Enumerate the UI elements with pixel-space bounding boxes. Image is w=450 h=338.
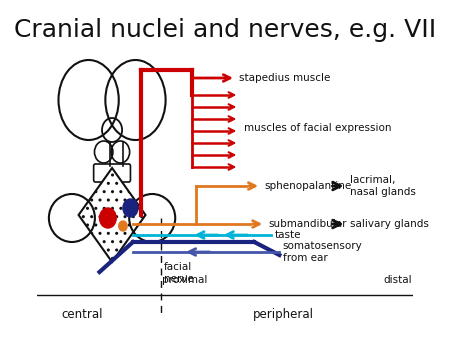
Text: salivary glands: salivary glands [350, 219, 428, 229]
Circle shape [119, 221, 127, 231]
Text: somatosensory
from ear: somatosensory from ear [283, 241, 363, 263]
Text: lacrimal,
nasal glands: lacrimal, nasal glands [350, 175, 415, 197]
Text: distal: distal [383, 275, 412, 285]
Circle shape [99, 208, 116, 228]
Polygon shape [79, 168, 145, 262]
Text: stapedius muscle: stapedius muscle [239, 73, 331, 83]
Text: taste: taste [274, 230, 301, 240]
Text: facial
nerve: facial nerve [164, 262, 194, 284]
Text: central: central [62, 308, 104, 321]
Text: muscles of facial expression: muscles of facial expression [244, 123, 392, 133]
Circle shape [123, 199, 138, 217]
Text: submandibular: submandibular [269, 219, 347, 229]
Text: Cranial nuclei and nerves, e.g. VII: Cranial nuclei and nerves, e.g. VII [14, 18, 436, 42]
Text: proximal: proximal [162, 275, 207, 285]
Text: peripheral: peripheral [253, 308, 314, 321]
Text: sphenopalantine: sphenopalantine [264, 181, 351, 191]
